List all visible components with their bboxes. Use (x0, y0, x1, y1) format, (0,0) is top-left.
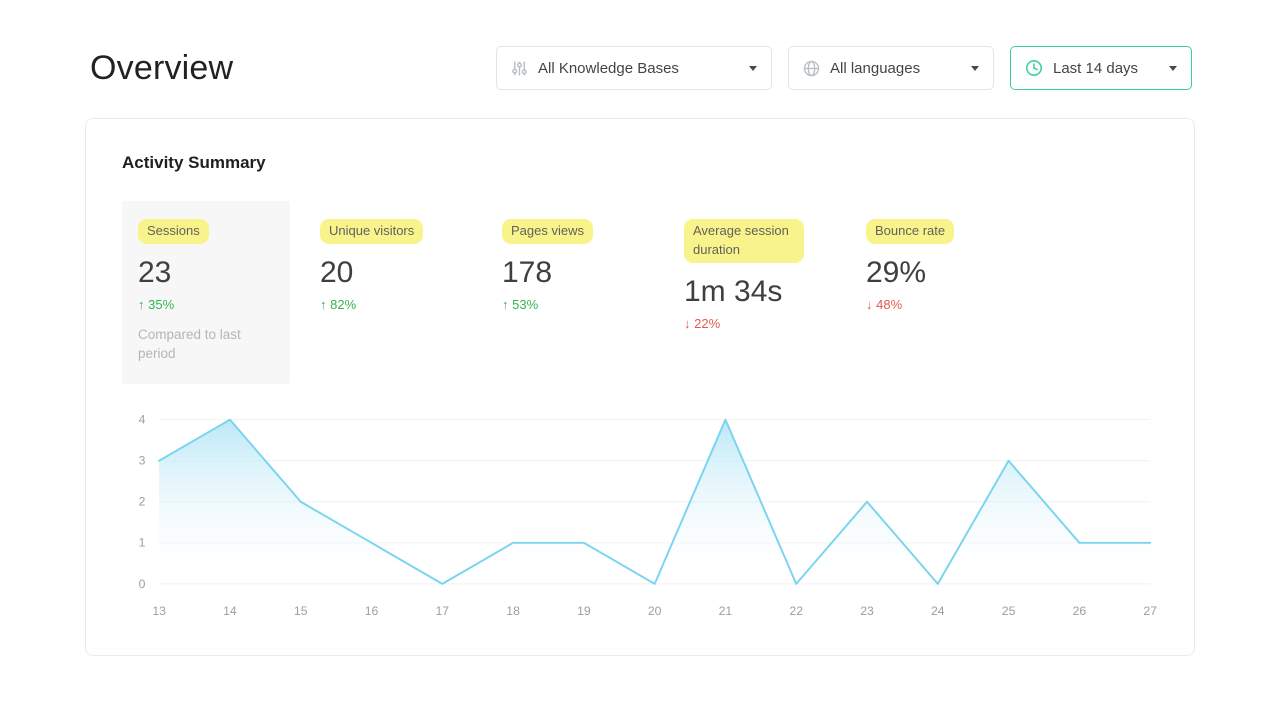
svg-text:19: 19 (577, 604, 591, 618)
equalizer-icon (511, 60, 528, 77)
metric-label: Sessions (138, 219, 209, 244)
metric-delta: ↓ 48% (866, 296, 903, 312)
languages-value: All languages (830, 59, 921, 77)
svg-text:25: 25 (1002, 604, 1016, 618)
page-title: Overview (90, 48, 234, 87)
metric-value: 1m 34s (684, 274, 783, 308)
chevron-down-icon (749, 65, 757, 71)
svg-text:18: 18 (506, 604, 520, 618)
svg-text:15: 15 (294, 604, 308, 618)
svg-text:4: 4 (139, 413, 146, 427)
activity-summary-card: Activity Summary Sessions 23 ↑ 35% Compa… (85, 118, 1195, 656)
chevron-down-icon (1169, 65, 1177, 71)
svg-text:14: 14 (223, 604, 237, 618)
svg-text:23: 23 (860, 604, 874, 618)
metric-sessions: Sessions 23 ↑ 35% Compared to last perio… (122, 201, 290, 384)
metric-delta: ↓ 22% (684, 315, 721, 331)
languages-dropdown[interactable]: All languages (788, 46, 994, 90)
metric-value: 29% (866, 255, 927, 289)
metric-label: Pages views (502, 219, 593, 244)
knowledge-bases-dropdown[interactable]: All Knowledge Bases (496, 46, 772, 90)
svg-text:13: 13 (152, 604, 166, 618)
metric-avg-session-duration: Average session duration 1m 34s ↓ 22% (684, 201, 836, 331)
svg-text:1: 1 (139, 536, 146, 550)
metrics-row: Sessions 23 ↑ 35% Compared to last perio… (122, 201, 1158, 384)
svg-text:24: 24 (931, 604, 945, 618)
globe-icon (803, 60, 820, 77)
filter-bar: All Knowledge Bases All languages (496, 46, 1192, 90)
metric-value: 178 (502, 255, 553, 289)
metric-delta: ↑ 53% (502, 296, 539, 312)
svg-text:0: 0 (139, 577, 146, 591)
svg-text:27: 27 (1143, 604, 1157, 618)
metric-delta: ↑ 35% (138, 296, 175, 312)
metric-value: 23 (138, 255, 172, 289)
svg-text:22: 22 (789, 604, 803, 618)
svg-text:3: 3 (139, 454, 146, 468)
metric-delta: ↑ 82% (320, 296, 357, 312)
sessions-chart-area: 0 1 2 3 4 13 14 15 16 17 18 19 20 21 22 23 24 25 26 27 (122, 406, 1158, 627)
topbar: Overview All Knowledge Bases (0, 0, 1280, 90)
svg-text:26: 26 (1073, 604, 1087, 618)
svg-text:2: 2 (139, 495, 146, 509)
clock-icon (1025, 59, 1043, 77)
svg-text:20: 20 (648, 604, 662, 618)
metric-bounce-rate: Bounce rate 29% ↓ 48% (866, 201, 1018, 312)
svg-text:16: 16 (365, 604, 379, 618)
metric-label: Unique visitors (320, 219, 424, 244)
metric-label: Average session duration (684, 219, 804, 263)
svg-text:21: 21 (719, 604, 733, 618)
activity-summary-title: Activity Summary (122, 153, 266, 172)
metric-unique-visitors: Unique visitors 20 ↑ 82% (320, 201, 472, 312)
knowledge-bases-value: All Knowledge Bases (538, 59, 679, 77)
chevron-down-icon (971, 65, 979, 71)
date-range-dropdown[interactable]: Last 14 days (1010, 46, 1192, 90)
svg-text:17: 17 (436, 604, 450, 618)
metric-label: Bounce rate (866, 219, 955, 244)
metric-pages-views: Pages views 178 ↑ 53% (502, 201, 654, 312)
metric-note: Compared to last period (138, 326, 241, 362)
date-range-value: Last 14 days (1053, 59, 1139, 77)
metric-value: 20 (320, 255, 354, 289)
